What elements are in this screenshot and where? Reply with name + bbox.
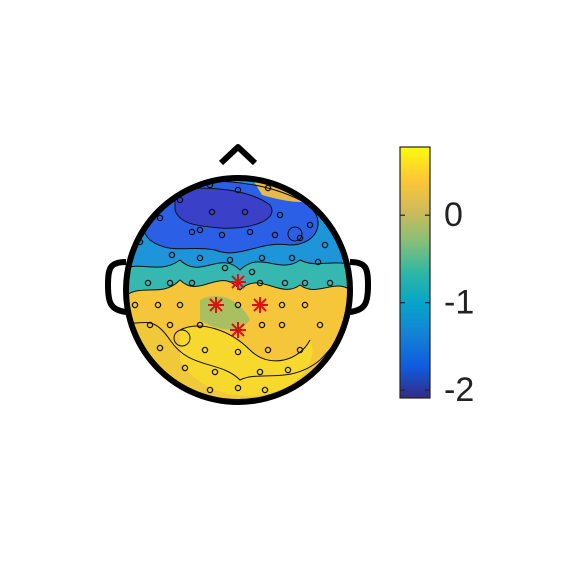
electrode — [166, 279, 174, 287]
head-outline — [105, 144, 371, 405]
electrode — [278, 321, 286, 329]
electrode — [271, 231, 279, 239]
electrode — [248, 268, 256, 276]
electrode — [168, 251, 176, 259]
electrode — [326, 279, 334, 287]
electrode — [306, 221, 314, 229]
electrode — [301, 301, 309, 309]
electrode — [234, 348, 242, 356]
electrode — [144, 279, 152, 287]
electrode — [241, 208, 249, 216]
electrode — [296, 234, 304, 242]
colorbar — [399, 146, 431, 399]
electrode — [226, 256, 234, 264]
electrode — [206, 386, 214, 394]
electrode — [276, 211, 284, 219]
electrode — [131, 301, 139, 309]
electrode — [221, 264, 229, 272]
electrode — [281, 279, 289, 287]
electrode — [258, 254, 266, 262]
electrode — [218, 231, 226, 239]
electrode — [234, 384, 242, 392]
electrode — [188, 279, 196, 287]
electrodes — [131, 181, 334, 394]
electrode — [256, 279, 264, 287]
electrode — [234, 186, 242, 194]
electrode — [208, 208, 216, 216]
electrode — [196, 254, 204, 262]
electrode — [264, 184, 272, 192]
electrode — [181, 364, 189, 372]
electrode — [201, 346, 209, 354]
electrode — [196, 226, 204, 234]
highlight-electrodes — [208, 274, 268, 338]
electrode — [176, 301, 184, 309]
electrode — [321, 241, 329, 249]
electrode — [188, 228, 196, 236]
electrode — [278, 301, 286, 309]
electrode — [314, 258, 322, 266]
electrode — [166, 321, 174, 329]
electrode — [234, 301, 242, 309]
electrode — [301, 279, 309, 287]
electrode — [196, 321, 204, 329]
electrode — [284, 366, 292, 374]
electrode — [258, 321, 266, 329]
colorbar-tick-label: -2 — [444, 371, 474, 409]
electrode — [288, 254, 296, 262]
electrode — [156, 214, 164, 222]
electrode — [211, 368, 219, 376]
electrode — [316, 321, 324, 329]
electrode — [264, 346, 272, 354]
electrode — [256, 368, 264, 376]
electrode — [154, 301, 162, 309]
electrode — [156, 344, 164, 352]
electrode — [261, 386, 269, 394]
colorbar-tick-label: -1 — [444, 284, 474, 322]
electrode — [246, 228, 254, 236]
colorbar-tick-label: 0 — [444, 196, 463, 234]
electrode — [296, 346, 304, 354]
electrode — [146, 321, 154, 329]
